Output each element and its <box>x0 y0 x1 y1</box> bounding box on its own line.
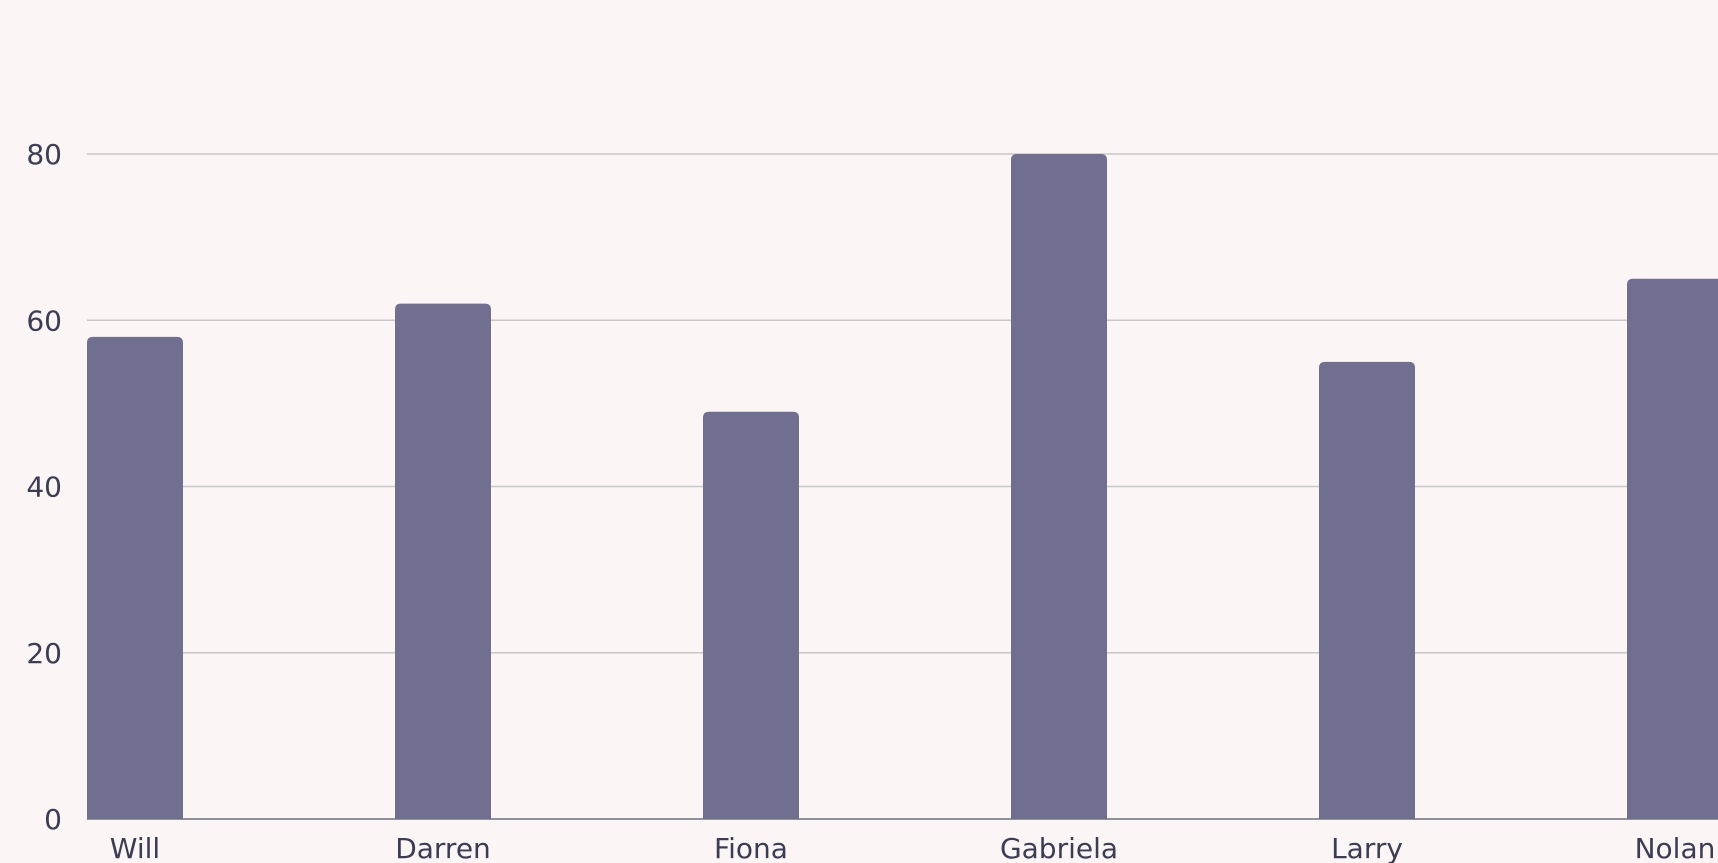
x-category-label: Fiona <box>714 832 788 863</box>
y-tick-label: 60 <box>26 304 62 337</box>
bars <box>87 154 1718 819</box>
y-tick-label: 0 <box>44 803 62 836</box>
x-category-label: Nolan <box>1635 832 1716 863</box>
y-tick-label: 20 <box>26 637 62 670</box>
bar-larry <box>1319 361 1415 819</box>
grid-lines <box>87 153 1718 654</box>
x-category-label: Gabriela <box>1000 832 1118 863</box>
x-category-label: Darren <box>395 832 491 863</box>
labels: 0 20 40 60 80 Will Darren Fiona Gabriela Larry Nol… <box>26 138 1715 863</box>
bar-darren <box>395 303 491 819</box>
y-tick-label: 40 <box>26 471 62 504</box>
x-category-label: Larry <box>1331 832 1403 863</box>
bar-will <box>87 336 183 819</box>
bar-fiona <box>703 411 799 819</box>
bar-nolan <box>1627 278 1718 819</box>
bar-gabriela <box>1011 154 1107 819</box>
x-category-label: Will <box>110 832 160 863</box>
y-tick-label: 80 <box>26 138 62 171</box>
